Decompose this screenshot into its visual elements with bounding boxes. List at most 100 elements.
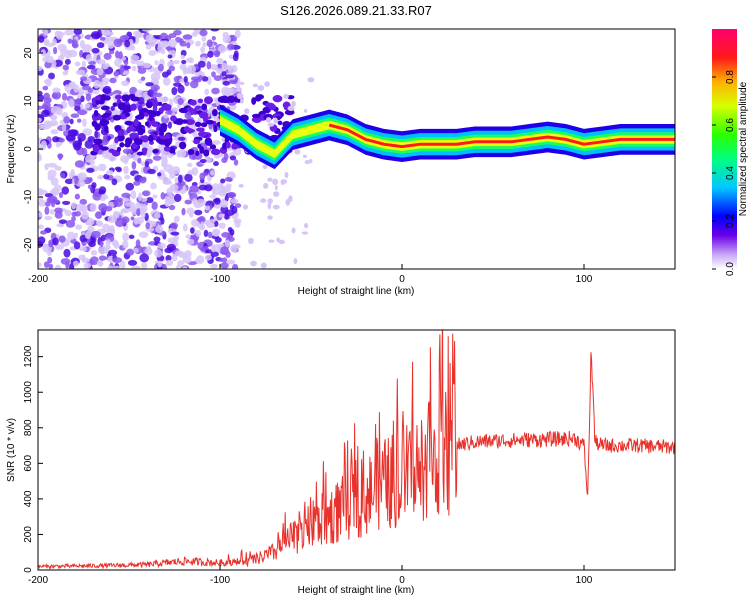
spectrogram-y-ticks: -20 -10 0 10 20 — [23, 47, 43, 252]
y-tick-label: -10 — [23, 189, 34, 204]
noise-blob — [307, 77, 315, 83]
noise-blob — [170, 107, 179, 112]
noise-blob — [184, 199, 193, 205]
noise-blob — [207, 50, 214, 58]
noise-blob — [95, 220, 103, 226]
noise-blob — [201, 76, 209, 82]
noise-blob — [97, 163, 107, 172]
x-tick-label: -100 — [210, 274, 230, 285]
signal-blob — [189, 99, 197, 106]
signal-blob — [166, 139, 172, 145]
colorbar: 0.0 0.2 0.4 0.6 0.8 Normalized spectral ampl… — [712, 29, 749, 276]
snr-x-ticks: -200 -100 0 100 — [28, 565, 593, 586]
noise-blob — [84, 139, 94, 149]
noise-blob — [177, 174, 183, 183]
noise-blob — [113, 38, 123, 48]
signal-blob — [183, 126, 190, 132]
signal-blob — [196, 127, 205, 132]
noise-blob — [291, 100, 296, 107]
noise-blob — [88, 177, 93, 183]
noise-blob — [75, 224, 82, 230]
noise-blob — [172, 82, 182, 87]
noise-blob — [227, 192, 237, 199]
noise-blob — [291, 227, 296, 234]
noise-blob — [65, 134, 76, 142]
noise-blob — [228, 54, 235, 60]
noise-blob — [145, 222, 151, 230]
noise-blob — [288, 199, 292, 203]
noise-blob — [40, 230, 47, 235]
noise-blob — [38, 224, 44, 230]
noise-blob — [74, 175, 79, 185]
noise-blob — [122, 232, 130, 242]
noise-blob — [56, 31, 65, 37]
signal-blob — [200, 122, 208, 128]
noise-blob — [276, 237, 280, 243]
colorbar-tick-label: 0.0 — [725, 262, 736, 276]
noise-blob — [213, 75, 223, 82]
noise-blob — [105, 170, 114, 176]
y-tick-label: 600 — [23, 455, 34, 472]
noise-blob — [150, 182, 157, 190]
signal-blob — [117, 134, 125, 142]
noise-blob — [236, 92, 244, 100]
noise-blob — [214, 237, 222, 243]
signal-blob — [94, 130, 99, 139]
noise-blob — [82, 85, 91, 91]
noise-blob — [76, 118, 82, 123]
noise-blob — [103, 133, 108, 142]
noise-blob — [58, 219, 68, 224]
noise-blob — [168, 199, 174, 205]
noise-blob — [117, 197, 123, 202]
noise-blob — [193, 29, 198, 35]
noise-blob — [267, 122, 275, 127]
noise-blob — [48, 242, 54, 248]
ridge-core — [328, 123, 675, 149]
signal-blob — [100, 105, 110, 111]
noise-blob — [38, 262, 42, 268]
noise-blob — [103, 52, 112, 60]
noise-blob — [168, 65, 176, 72]
signal-blob — [140, 108, 149, 113]
noise-blob — [184, 250, 192, 258]
noise-blob — [90, 230, 101, 238]
noise-blob — [133, 247, 139, 253]
noise-blob — [61, 123, 67, 132]
noise-blob — [69, 118, 74, 125]
noise-blob — [52, 87, 61, 93]
noise-blob — [70, 113, 80, 119]
signal-blob — [112, 102, 118, 107]
signal-blob — [251, 113, 261, 119]
noise-blob — [181, 59, 187, 65]
signal-blob — [146, 109, 154, 115]
noise-blob — [283, 94, 289, 99]
signal-blob — [93, 138, 103, 145]
y-tick-label: 400 — [23, 490, 34, 507]
snr-x-label: Height of straight line (km) — [298, 585, 415, 596]
noise-blob — [62, 92, 68, 101]
noise-blob — [131, 161, 137, 170]
signal-blob — [197, 131, 208, 137]
noise-blob — [89, 203, 97, 212]
noise-blob — [267, 202, 272, 210]
noise-blob — [273, 191, 280, 197]
noise-blob — [82, 118, 87, 128]
noise-blob — [107, 249, 118, 256]
noise-blob — [44, 215, 53, 221]
noise-blob — [162, 40, 169, 46]
noise-blob — [69, 262, 75, 269]
noise-blob — [49, 209, 55, 215]
colorbar-tick-label: 0.2 — [725, 214, 736, 228]
signal-blob — [254, 94, 262, 102]
noise-blob — [177, 260, 185, 266]
noise-blob — [50, 129, 59, 135]
noise-blob — [123, 59, 129, 66]
signal-blob — [182, 119, 188, 124]
noise-blob — [130, 190, 137, 200]
noise-blob — [53, 46, 58, 55]
noise-blob — [162, 77, 171, 86]
noise-blob — [103, 173, 110, 180]
noise-blob — [75, 203, 85, 212]
noise-blob — [52, 237, 59, 246]
signal-blob — [193, 139, 201, 145]
